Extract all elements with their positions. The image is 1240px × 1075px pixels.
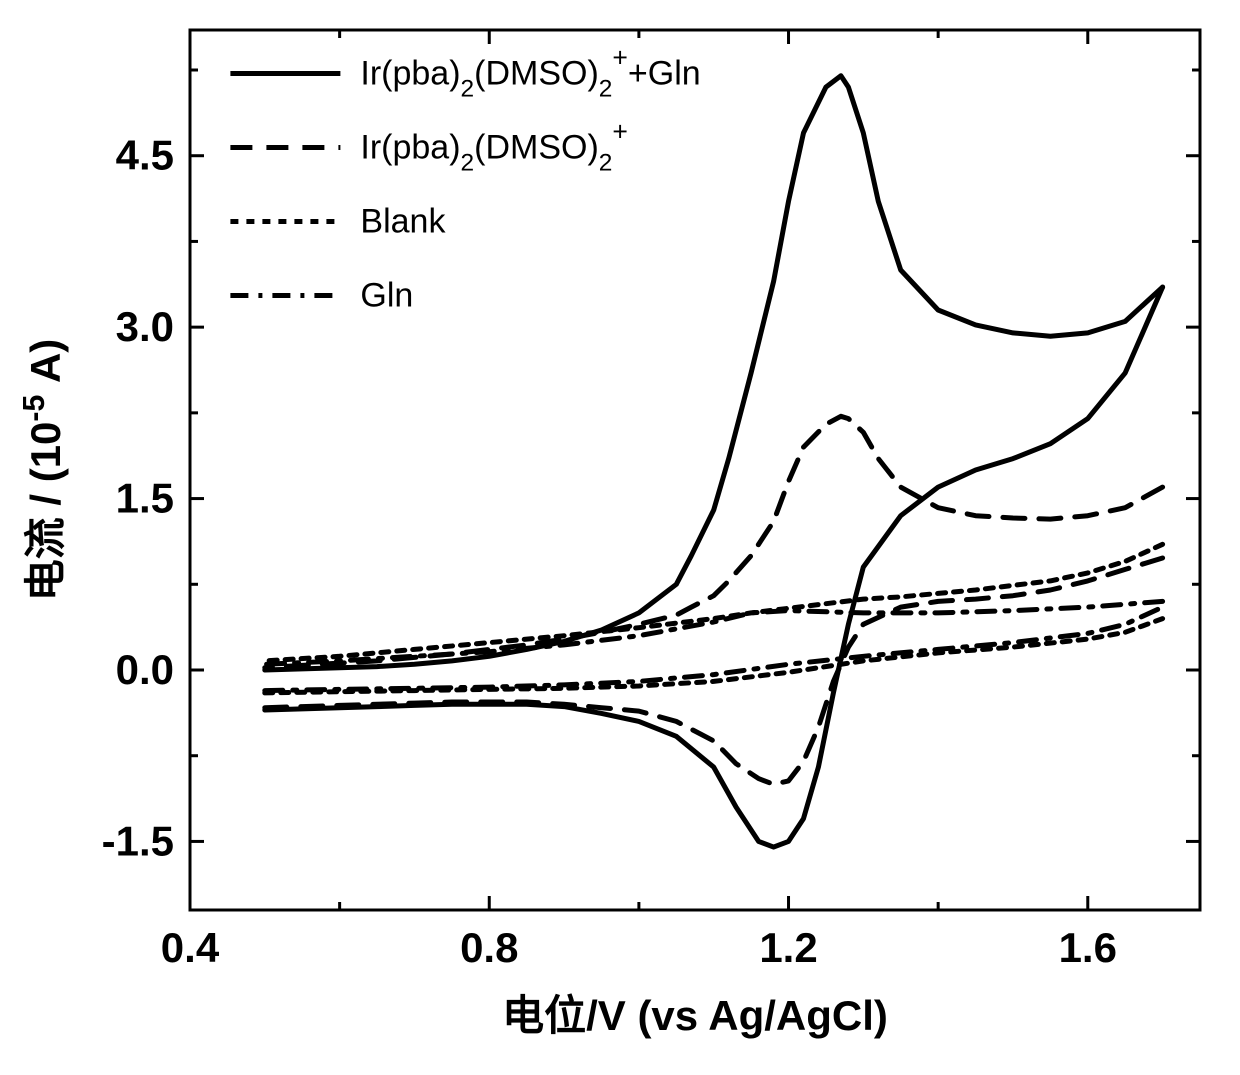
cv-chart: 0.4 0.8 1.2 1.6 -1.5 0.0 1.5 3.0 4.5 电位/V (vs Ag/… bbox=[0, 0, 1240, 1075]
x-tick-label: 0.4 bbox=[161, 924, 220, 971]
y-tick-label: 0.0 bbox=[116, 646, 174, 693]
x-tick-label: 1.2 bbox=[759, 924, 817, 971]
plot-border bbox=[190, 30, 1200, 910]
y-tick-label: 4.5 bbox=[116, 132, 174, 179]
x-tick-label: 0.8 bbox=[460, 924, 518, 971]
legend-label: Gln bbox=[360, 276, 413, 314]
chart-svg: 0.4 0.8 1.2 1.6 -1.5 0.0 1.5 3.0 4.5 电位/V (vs Ag/… bbox=[0, 0, 1240, 1075]
x-axis-label: 电位/V (vs Ag/AgCl) bbox=[502, 992, 888, 1039]
x-tick-label: 1.6 bbox=[1059, 924, 1117, 971]
y-tick-label: -1.5 bbox=[102, 817, 174, 864]
y-axis-label: 电流 / (10-5 A) bbox=[18, 339, 69, 602]
y-tick-label: 1.5 bbox=[116, 475, 174, 522]
y-tick-label: 3.0 bbox=[116, 303, 174, 350]
legend-label: Blank bbox=[360, 202, 446, 240]
